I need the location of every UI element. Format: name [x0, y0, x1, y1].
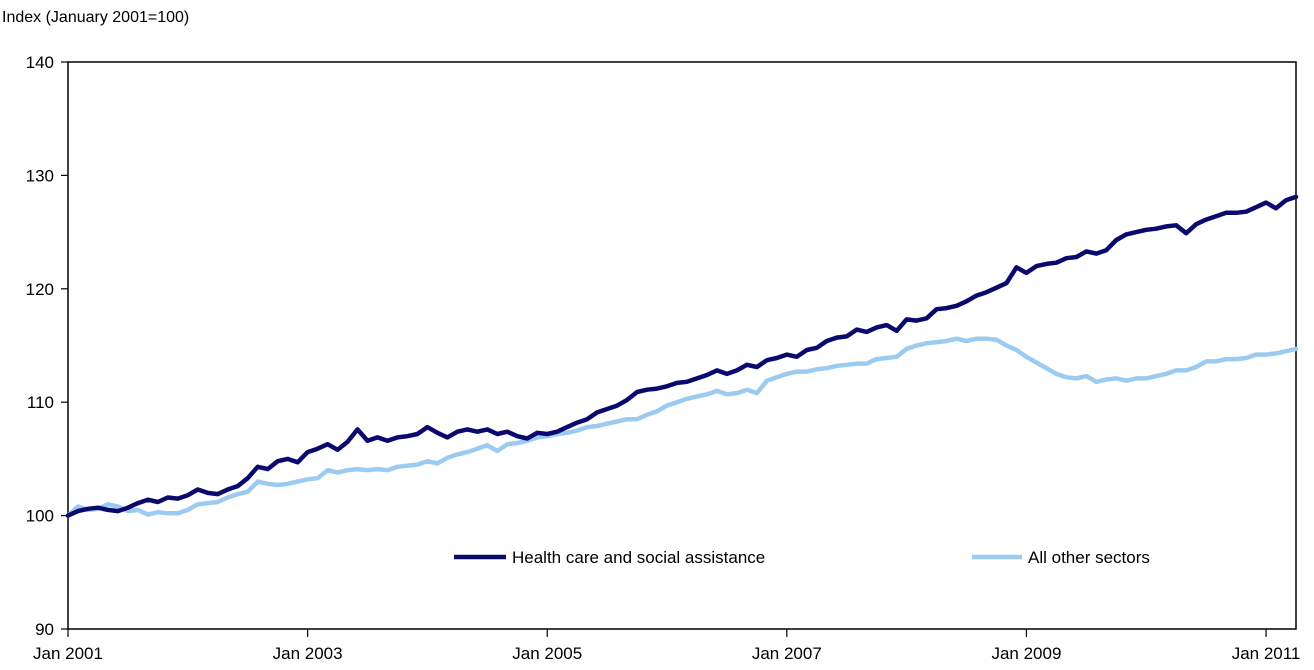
- y-tick-label: 100: [26, 507, 54, 526]
- x-tick-label: Jan 2007: [752, 644, 822, 663]
- x-tick-label: Jan 2001: [33, 644, 103, 663]
- legend-item-health-care: Health care and social assistance: [454, 548, 765, 567]
- plot-area-border: [67, 61, 1297, 630]
- legend-label: All other sectors: [1028, 548, 1150, 567]
- y-tick-label: 130: [26, 166, 54, 185]
- legend-label: Health care and social assistance: [512, 548, 765, 567]
- y-tick-label: 140: [26, 53, 54, 72]
- y-tick-label: 120: [26, 280, 54, 299]
- plot-frame: [67, 61, 1297, 630]
- legend-item-all-other: All other sectors: [972, 548, 1150, 567]
- x-tick-label: Jan 2005: [512, 644, 582, 663]
- series-line-all-other: [65, 336, 1299, 518]
- y-axis: 90 100 110 120 130 140: [26, 53, 68, 639]
- y-tick-label: 90: [35, 620, 54, 639]
- x-axis: Jan 2001 Jan 2003 Jan 2005 Jan 2007 Jan 2009…: [33, 629, 1300, 663]
- y-tick-label: 110: [27, 393, 54, 412]
- x-tick-label: Jan 2009: [991, 644, 1061, 663]
- series-line-health-care: [65, 194, 1299, 518]
- x-tick-label: Jan 2003: [273, 644, 343, 663]
- series-lines: [65, 194, 1299, 518]
- legend: Health care and social assistance All oth…: [454, 548, 1150, 567]
- x-tick-label: Jan 2011: [1232, 644, 1301, 663]
- y-axis-label: Index (January 2001=100): [2, 9, 189, 26]
